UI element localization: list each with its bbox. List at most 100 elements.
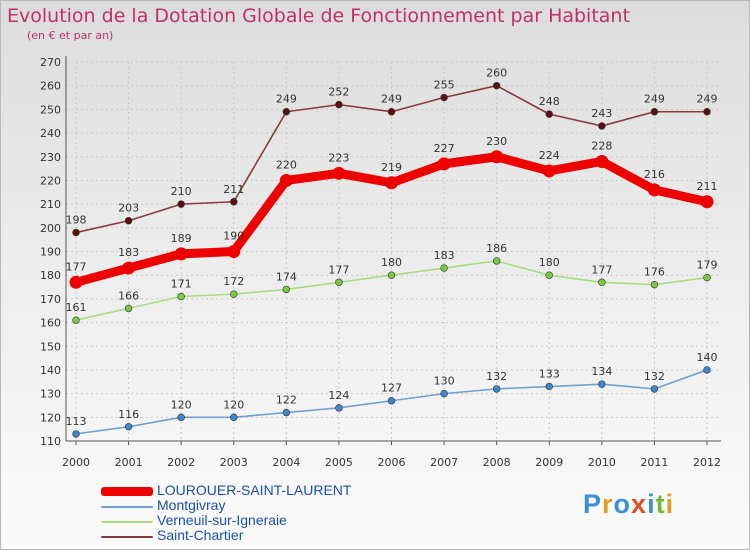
data-label-lourouer-saint-laurent: 177 — [66, 260, 87, 273]
x-tick-label: 2009 — [535, 456, 563, 469]
logo-letter: i — [647, 489, 656, 519]
data-label-saint-chartier: 198 — [66, 214, 87, 227]
data-point-lourouer-saint-laurent — [437, 157, 451, 171]
x-tick-label: 2007 — [430, 456, 458, 469]
x-tick-label: 2012 — [693, 456, 721, 469]
data-label-verneuil-sur-igneraie: 180 — [539, 256, 560, 269]
data-point-verneuil-sur-igneraie — [440, 264, 448, 272]
data-label-verneuil-sur-igneraie: 177 — [591, 263, 612, 276]
data-label-saint-chartier: 249 — [644, 93, 665, 106]
data-point-verneuil-sur-igneraie — [387, 271, 396, 279]
legend-label: Verneuil-sur-Igneraie — [157, 512, 287, 528]
data-point-saint-chartier — [282, 108, 291, 116]
legend-label: Montgivray — [157, 497, 226, 513]
data-label-lourouer-saint-laurent: 211 — [697, 180, 718, 193]
data-point-saint-chartier — [124, 217, 133, 225]
y-tick-label: 150 — [40, 340, 61, 353]
data-point-montgivray — [545, 382, 553, 391]
data-label-verneuil-sur-igneraie: 161 — [66, 301, 87, 314]
data-point-lourouer-saint-laurent — [490, 150, 504, 164]
x-tick-label: 2002 — [167, 456, 195, 469]
data-label-lourouer-saint-laurent: 216 — [644, 168, 665, 181]
data-point-verneuil-sur-igneraie — [177, 292, 185, 301]
y-tick-label: 230 — [40, 151, 61, 164]
logo-letter: o — [613, 489, 632, 519]
logo-letter: i — [665, 489, 675, 519]
data-label-saint-chartier: 249 — [381, 93, 402, 106]
data-label-saint-chartier: 243 — [591, 107, 612, 120]
data-label-saint-chartier: 249 — [697, 93, 718, 106]
data-point-montgivray — [177, 413, 185, 422]
data-point-lourouer-saint-laurent — [595, 154, 609, 168]
logo-letter: x — [631, 489, 648, 519]
data-label-saint-chartier: 211 — [223, 183, 244, 196]
y-tick-label: 160 — [40, 317, 61, 330]
legend-label: LOUROUER-SAINT-LAURENT — [157, 482, 352, 498]
data-point-saint-chartier — [598, 122, 606, 130]
series-line-verneuil-sur-igneraie — [75, 260, 708, 321]
data-point-lourouer-saint-laurent — [69, 275, 83, 289]
data-label-lourouer-saint-laurent: 220 — [276, 158, 297, 171]
legend-swatch — [101, 521, 153, 523]
data-label-verneuil-sur-igneraie: 171 — [171, 278, 192, 291]
data-point-saint-chartier — [177, 200, 185, 208]
data-point-verneuil-sur-igneraie — [703, 273, 711, 282]
data-point-montgivray — [124, 423, 133, 431]
data-point-verneuil-sur-igneraie — [335, 278, 343, 286]
data-point-verneuil-sur-igneraie — [545, 271, 553, 279]
data-label-saint-chartier: 255 — [434, 79, 455, 92]
data-label-montgivray: 113 — [66, 415, 87, 428]
data-point-saint-chartier — [72, 228, 80, 237]
x-tick-label: 2004 — [272, 456, 300, 469]
data-point-montgivray — [440, 389, 448, 398]
data-point-lourouer-saint-laurent — [227, 245, 241, 258]
data-point-saint-chartier — [650, 108, 659, 116]
data-label-montgivray: 133 — [539, 368, 560, 381]
data-point-montgivray — [598, 380, 606, 388]
grid-lines — [66, 61, 721, 442]
y-tick-label: 140 — [40, 364, 61, 377]
data-label-saint-chartier: 203 — [118, 202, 139, 215]
data-label-montgivray: 130 — [434, 375, 455, 388]
data-label-lourouer-saint-laurent: 228 — [591, 139, 612, 152]
data-point-saint-chartier — [545, 110, 553, 118]
y-tick-label: 120 — [40, 411, 61, 424]
data-label-verneuil-sur-igneraie: 174 — [276, 270, 297, 283]
data-point-saint-chartier — [335, 100, 343, 109]
data-label-lourouer-saint-laurent: 183 — [118, 246, 139, 259]
chart-subtitle: (en € et par an) — [27, 29, 114, 42]
y-tick-label: 260 — [40, 80, 61, 93]
data-label-lourouer-saint-laurent: 223 — [328, 151, 349, 164]
data-point-saint-chartier — [387, 108, 396, 116]
data-point-montgivray — [387, 397, 396, 405]
data-point-verneuil-sur-igneraie — [72, 316, 80, 324]
data-label-verneuil-sur-igneraie: 186 — [486, 242, 507, 255]
x-tick-label: 2008 — [483, 456, 511, 469]
data-point-verneuil-sur-igneraie — [492, 257, 501, 265]
data-point-lourouer-saint-laurent — [174, 247, 188, 261]
data-point-montgivray — [282, 408, 291, 417]
data-point-montgivray — [703, 366, 711, 374]
data-point-montgivray — [230, 413, 238, 422]
x-tick-label: 2011 — [640, 456, 668, 469]
data-label-montgivray: 132 — [486, 370, 507, 383]
data-point-montgivray — [492, 385, 501, 393]
x-tick-label: 2010 — [588, 456, 616, 469]
data-label-montgivray: 124 — [328, 389, 349, 402]
y-tick-label: 130 — [40, 388, 61, 401]
data-label-verneuil-sur-igneraie: 166 — [118, 289, 139, 302]
data-label-lourouer-saint-laurent: 189 — [171, 232, 192, 245]
data-point-saint-chartier — [703, 108, 711, 116]
logo-letter: P — [583, 489, 603, 519]
data-point-lourouer-saint-laurent — [385, 176, 398, 190]
data-point-verneuil-sur-igneraie — [124, 304, 133, 313]
data-point-lourouer-saint-laurent — [279, 173, 293, 187]
data-label-verneuil-sur-igneraie: 183 — [434, 249, 455, 262]
y-tick-label: 240 — [40, 127, 61, 140]
data-label-montgivray: 127 — [381, 382, 402, 395]
data-label-montgivray: 134 — [591, 365, 612, 378]
data-label-verneuil-sur-igneraie: 172 — [223, 275, 244, 288]
data-point-montgivray — [72, 430, 80, 438]
data-label-lourouer-saint-laurent: 230 — [486, 135, 507, 148]
